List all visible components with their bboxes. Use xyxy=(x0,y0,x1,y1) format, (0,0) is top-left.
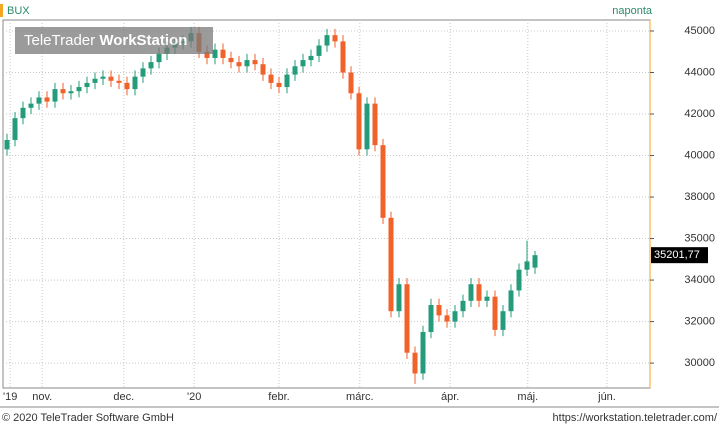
candle-body xyxy=(236,62,242,67)
candle-body xyxy=(436,304,442,316)
candle-body xyxy=(20,107,26,119)
symbol-marker xyxy=(0,4,3,17)
y-tick-label: 30000 xyxy=(684,357,715,369)
candle-body xyxy=(100,76,106,79)
watermark-product: WorkStation xyxy=(99,32,187,49)
y-tick-label: 45000 xyxy=(684,25,715,37)
y-tick-label: 32000 xyxy=(684,315,715,327)
candle-body xyxy=(380,145,386,218)
footer-url: https://workstation.teletrader.com/ xyxy=(553,412,718,424)
candle-body xyxy=(92,78,98,83)
candle-body xyxy=(268,74,274,83)
candle-body xyxy=(140,68,146,77)
candle-body xyxy=(412,352,418,374)
candle-body xyxy=(468,284,474,301)
candle-body xyxy=(372,103,378,146)
watermark-brand: TeleTrader xyxy=(24,32,95,49)
candle-body xyxy=(348,72,354,94)
candle-body xyxy=(156,53,162,63)
x-tick-label: jún. xyxy=(597,391,616,403)
period: naponta xyxy=(612,5,653,17)
candle-body xyxy=(460,300,466,312)
candle-body xyxy=(52,89,58,102)
candle-body xyxy=(60,89,66,94)
candle-body xyxy=(108,76,114,81)
x-tick-label: '20 xyxy=(187,391,201,403)
candle-body xyxy=(476,284,482,301)
candle-body xyxy=(148,62,154,69)
candle-body xyxy=(252,60,258,65)
candle-body xyxy=(316,45,322,56)
candle-body xyxy=(28,103,34,108)
candle-body xyxy=(204,51,210,58)
candle-body xyxy=(404,284,410,353)
candle-body xyxy=(276,82,282,88)
candle-body xyxy=(388,217,394,312)
candle-body xyxy=(452,311,458,322)
grid xyxy=(3,20,650,388)
x-tick-label: nov. xyxy=(32,391,52,403)
y-tick-label: 38000 xyxy=(684,191,715,203)
watermark-text: TeleTrader WorkStation xyxy=(24,32,187,49)
candle-body xyxy=(260,64,266,75)
x-tick-label: máj. xyxy=(517,391,538,403)
candle-body xyxy=(124,82,130,90)
candle-body xyxy=(212,49,218,58)
candle-body xyxy=(284,74,290,88)
candle-body xyxy=(68,91,74,94)
candle-body xyxy=(132,76,138,90)
x-tick-label: márc. xyxy=(346,391,374,403)
candle-body xyxy=(516,269,522,291)
candle-body xyxy=(428,304,434,332)
last-price-box xyxy=(651,247,708,264)
x-tick-label: febr. xyxy=(268,391,289,403)
candle-body xyxy=(228,57,234,63)
last-price-label: 35201,77 xyxy=(654,249,700,261)
candle-body xyxy=(324,35,330,46)
y-tick-label: 35000 xyxy=(684,232,715,244)
footer-copyright: © 2020 TeleTrader Software GmbH xyxy=(2,412,174,424)
candle-body xyxy=(532,255,538,268)
candle-body xyxy=(84,82,90,88)
x-tick-label: ápr. xyxy=(441,391,459,403)
candle-body xyxy=(332,35,338,42)
candle-body xyxy=(364,103,370,150)
watermark: TeleTrader WorkStation xyxy=(15,27,213,54)
candle-body xyxy=(484,296,490,301)
candle-body xyxy=(44,97,50,102)
candles xyxy=(4,26,538,384)
candle-body xyxy=(36,97,42,104)
x-tick-label: dec. xyxy=(113,391,134,403)
candle-body xyxy=(292,66,298,75)
candle-body xyxy=(12,118,18,140)
candle-body xyxy=(420,331,426,374)
candle-body xyxy=(492,296,498,330)
y-tick-label: 42000 xyxy=(684,108,715,120)
candle-body xyxy=(220,49,226,58)
candle-body xyxy=(340,41,346,73)
watermark-box xyxy=(15,27,213,54)
candle-body xyxy=(500,311,506,330)
y-tick-label: 34000 xyxy=(684,274,715,286)
candle-body xyxy=(244,60,250,67)
y-tick-label: 40000 xyxy=(684,149,715,161)
candle-body xyxy=(300,60,306,67)
x-tick-label: '19 xyxy=(3,391,17,403)
candle-body xyxy=(308,55,314,61)
candle-body xyxy=(4,139,10,150)
candle-body xyxy=(396,284,402,312)
candle-body xyxy=(444,315,450,322)
candle-body xyxy=(116,80,122,83)
candle-body xyxy=(76,87,82,92)
y-tick-label: 44000 xyxy=(684,66,715,78)
candle-body xyxy=(508,290,514,312)
candle-body xyxy=(356,93,362,150)
symbol: BUX xyxy=(7,5,30,17)
candle-body xyxy=(524,261,530,270)
